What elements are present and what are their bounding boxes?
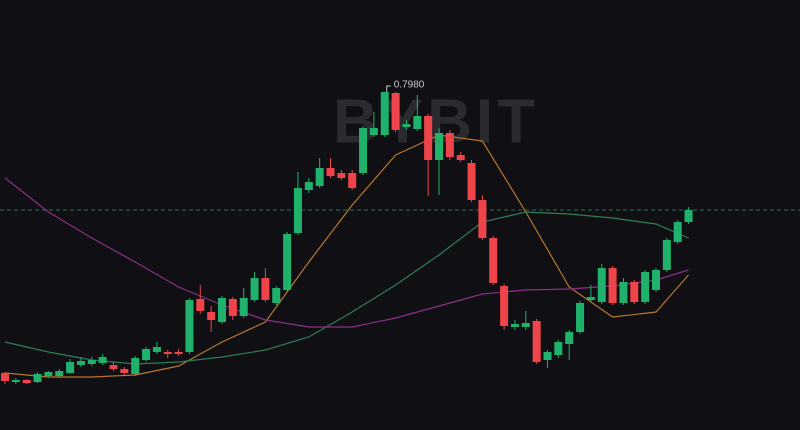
candle-body: [66, 362, 75, 373]
candle-body: [250, 278, 259, 300]
candle-body: [218, 298, 226, 322]
candle-body: [424, 116, 433, 160]
candle-body: [87, 360, 96, 364]
candle-body: [304, 182, 313, 190]
candle-body: [293, 188, 302, 233]
candle-body: [261, 278, 270, 300]
candle-body: [152, 347, 161, 352]
candle-body: [630, 282, 639, 302]
annotation-pointer: [386, 85, 391, 92]
candle-body: [120, 369, 129, 373]
candle-body: [55, 371, 64, 376]
candle-body: [652, 270, 660, 290]
candle-body: [326, 168, 335, 176]
candle-body: [489, 238, 498, 283]
candle-body: [684, 210, 693, 222]
candle-body: [532, 321, 541, 362]
candle-body: [467, 163, 476, 200]
candle-body: [673, 222, 682, 242]
candle-body: [207, 312, 216, 320]
candle-body: [22, 380, 31, 383]
moving-average-line: [4, 134, 689, 378]
candle-body: [576, 303, 585, 332]
candle-body: [163, 352, 172, 354]
candle-body: [369, 128, 378, 135]
candle-body: [98, 357, 107, 363]
moving-average-line: [4, 211, 689, 365]
candle-body: [554, 342, 563, 355]
candle-body: [11, 380, 20, 382]
candle-body: [608, 268, 617, 303]
candle-body: [109, 365, 118, 369]
candle-body: [142, 349, 151, 360]
moving-average-line: [4, 177, 689, 328]
candle-body: [196, 299, 205, 311]
candle-body: [456, 155, 465, 160]
candle-body: [228, 299, 237, 316]
candle-body: [315, 168, 324, 186]
candle-body: [337, 173, 346, 178]
candle-body: [239, 298, 248, 316]
candle-body: [413, 116, 422, 129]
candle-body: [44, 372, 53, 376]
candle-body: [597, 268, 606, 302]
candle-body: [435, 133, 443, 160]
candle-body: [131, 358, 140, 374]
candle-body: [586, 297, 595, 300]
candle-body: [662, 240, 671, 270]
candle-body: [641, 272, 650, 302]
candle-body: [1, 373, 9, 381]
candle-body: [619, 282, 628, 303]
candle-body: [76, 361, 85, 365]
candle-body: [510, 324, 519, 327]
candle-body: [521, 323, 530, 327]
annotation-label: 0.7980: [394, 80, 425, 91]
candle-body: [380, 92, 389, 135]
candle-body: [33, 374, 42, 382]
candle-body: [174, 352, 183, 354]
candle-body: [391, 93, 400, 130]
candle-body: [359, 128, 368, 173]
candle-body: [445, 133, 454, 157]
candle-body: [500, 286, 509, 326]
candle-body: [402, 124, 411, 127]
candle-body: [348, 173, 357, 188]
candle-body: [283, 234, 292, 290]
candle-body: [565, 332, 574, 344]
candle-body: [272, 288, 281, 303]
candle-body: [185, 300, 194, 352]
candle-body: [543, 352, 552, 360]
candle-body: [478, 200, 487, 238]
